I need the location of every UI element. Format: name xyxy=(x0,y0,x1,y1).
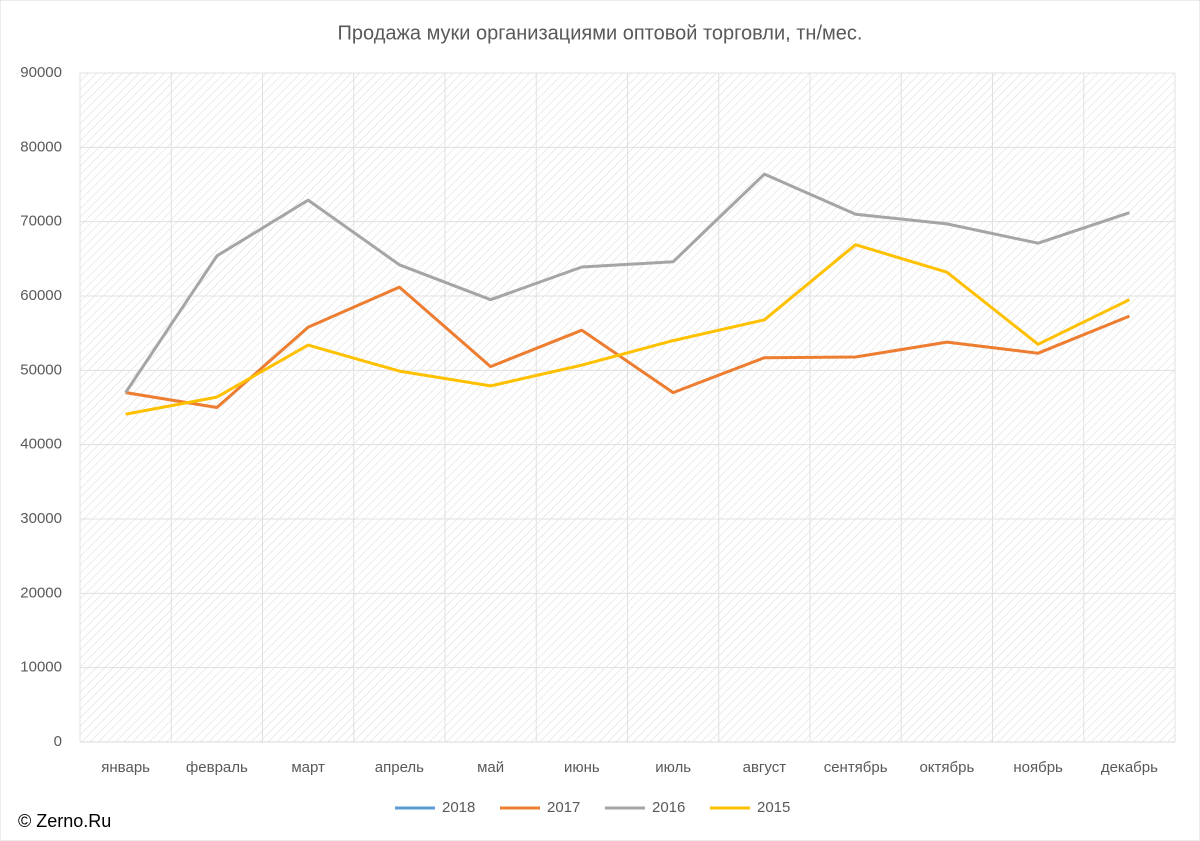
y-tick-label: 60000 xyxy=(20,287,62,304)
legend-label: 2017 xyxy=(547,799,580,816)
legend-label: 2016 xyxy=(652,799,685,816)
chart-title: Продажа муки организациями оптовой торго… xyxy=(338,22,863,44)
series-line xyxy=(124,172,1130,394)
x-tick-label: август xyxy=(743,759,787,776)
x-tick-label: сентябрь xyxy=(824,759,888,776)
y-tick-label: 50000 xyxy=(20,361,62,378)
x-tick-label: май xyxy=(477,759,504,776)
x-tick-label: декабрь xyxy=(1101,759,1158,776)
series-line xyxy=(125,285,1130,409)
x-tick-label: январь xyxy=(101,759,150,776)
y-tick-label: 40000 xyxy=(20,436,62,453)
x-tick-label: март xyxy=(291,759,325,776)
y-tick-label: 80000 xyxy=(20,138,62,155)
y-tick-label: 10000 xyxy=(20,659,62,676)
x-tick-label: июль xyxy=(655,759,691,776)
source: © Zerno.Ru xyxy=(18,811,111,831)
x-tick-label: ноябрь xyxy=(1013,759,1063,776)
y-tick-label: 70000 xyxy=(20,213,62,230)
x-tick-label: июнь xyxy=(564,759,600,776)
y-tick-label: 20000 xyxy=(20,584,62,601)
legend-label: 2018 xyxy=(442,799,475,816)
series-line xyxy=(125,243,1131,416)
y-tick-label: 30000 xyxy=(20,510,62,527)
y-tick-label: 0 xyxy=(54,733,62,750)
x-tick-label: октябрь xyxy=(919,759,974,776)
x-tick-label: апрель xyxy=(375,759,424,776)
x-tick-label: февраль xyxy=(186,759,248,776)
y-tick-label: 90000 xyxy=(20,64,62,81)
legend-label: 2015 xyxy=(757,799,790,816)
